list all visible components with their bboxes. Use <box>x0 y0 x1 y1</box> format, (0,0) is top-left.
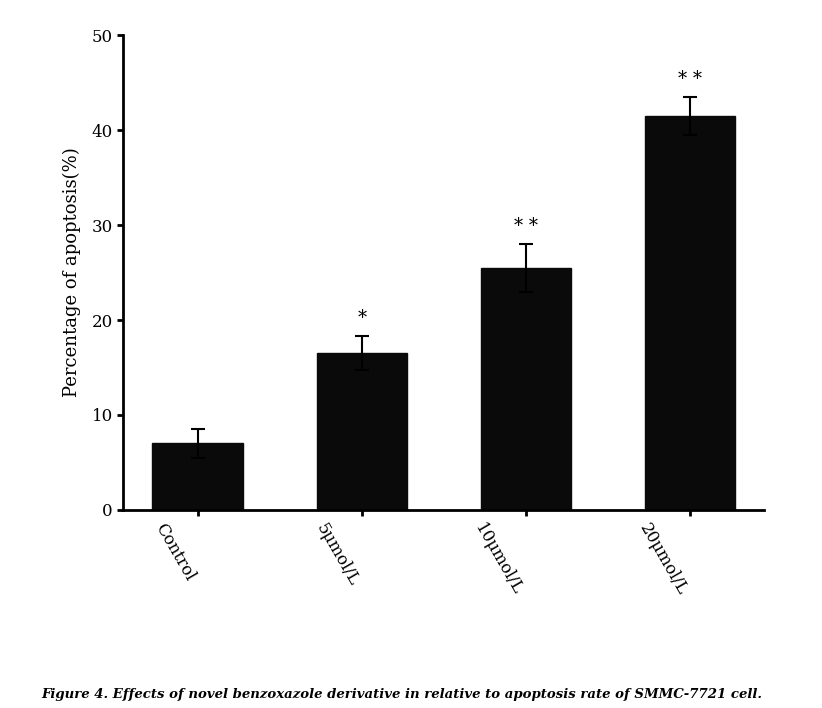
Y-axis label: Percentage of apoptosis(%): Percentage of apoptosis(%) <box>62 148 81 397</box>
Text: * *: * * <box>678 69 702 88</box>
Text: *: * <box>358 309 367 326</box>
Text: * *: * * <box>514 217 538 234</box>
Bar <box>481 268 571 510</box>
Bar <box>645 116 736 510</box>
Text: Figure 4. Effects of novel benzoxazole derivative in relative to apoptosis rate : Figure 4. Effects of novel benzoxazole d… <box>41 688 762 701</box>
Bar <box>316 353 407 510</box>
Bar <box>152 443 242 510</box>
